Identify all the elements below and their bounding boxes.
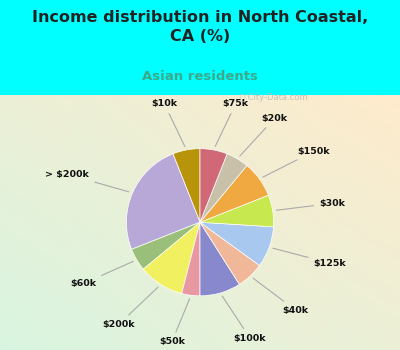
Text: $150k: $150k <box>263 147 330 177</box>
Wedge shape <box>200 166 268 222</box>
Text: $40k: $40k <box>253 278 309 315</box>
Text: $60k: $60k <box>70 261 133 288</box>
Text: > $200k: > $200k <box>46 170 129 192</box>
Wedge shape <box>126 154 200 249</box>
Text: $125k: $125k <box>273 248 346 268</box>
Text: Income distribution in North Coastal,
CA (%): Income distribution in North Coastal, CA… <box>32 10 368 44</box>
Text: $75k: $75k <box>215 99 249 146</box>
Text: $20k: $20k <box>240 114 288 156</box>
Wedge shape <box>143 222 200 294</box>
Wedge shape <box>173 149 200 222</box>
Wedge shape <box>132 222 200 269</box>
Wedge shape <box>200 154 247 222</box>
Text: $10k: $10k <box>151 99 185 146</box>
Wedge shape <box>200 149 227 222</box>
Wedge shape <box>182 222 200 296</box>
Wedge shape <box>200 222 274 266</box>
Wedge shape <box>200 195 274 227</box>
Text: $30k: $30k <box>276 199 345 210</box>
Text: Asian residents: Asian residents <box>142 70 258 83</box>
Text: $200k: $200k <box>103 287 158 329</box>
Wedge shape <box>200 222 260 285</box>
Wedge shape <box>200 222 240 296</box>
Text: $50k: $50k <box>159 299 190 346</box>
Text: $100k: $100k <box>222 296 266 343</box>
Text: ⓘ City-Data.com: ⓘ City-Data.com <box>240 93 307 102</box>
